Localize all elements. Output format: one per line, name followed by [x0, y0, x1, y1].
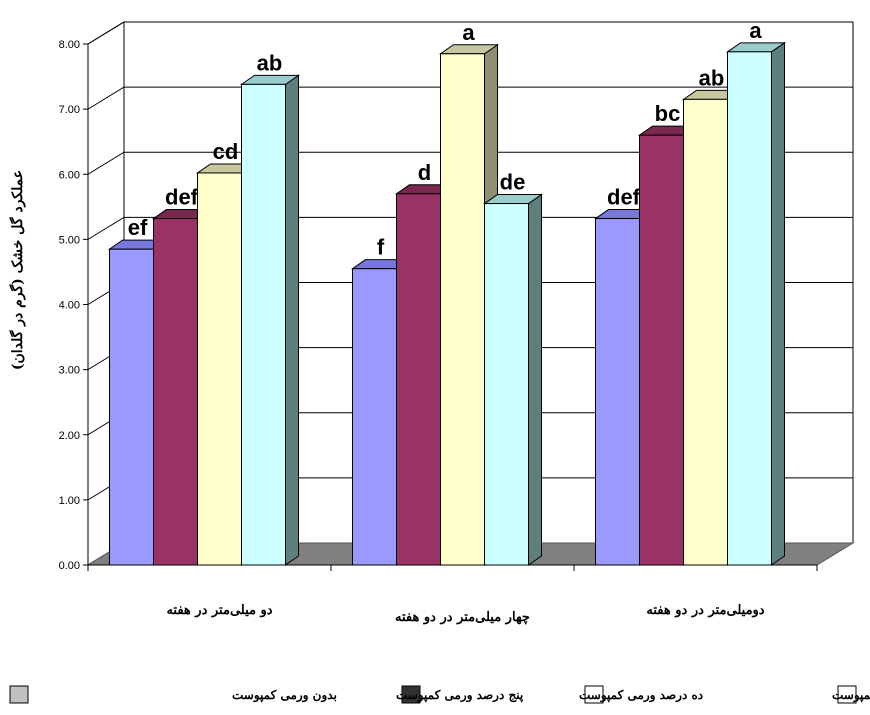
bar — [683, 98, 728, 566]
data-label: ab — [699, 65, 725, 90]
y-tick-label: 8.00 — [59, 39, 80, 51]
data-label: a — [462, 20, 475, 45]
legend-swatch — [9, 685, 29, 704]
y-tick-label: 2.00 — [59, 430, 80, 442]
chart-legend: پانزده درصد ورمی کمپوست ده درصد ورمی کمپو… — [9, 685, 870, 704]
y-tick-label: 7.00 — [59, 104, 80, 116]
chart-axes: 0.00 1.00 2.00 3.00 4.00 5.00 6.00 7.00 8.00 — [59, 39, 818, 572]
bar — [440, 53, 485, 566]
data-label: def — [607, 185, 641, 210]
bar — [241, 83, 286, 566]
data-label: bc — [655, 101, 681, 126]
data-label: def — [165, 185, 199, 210]
gridline — [87, 21, 853, 45]
legend-label: ده درصد ورمی کمپوست — [579, 688, 703, 703]
y-axis-title: عملکرد گل خشک (گرم در گلدان) — [9, 170, 26, 370]
bar — [639, 134, 684, 566]
bar — [153, 218, 198, 566]
legend-label: بدون ورمی کمپوست — [232, 688, 337, 703]
y-tick-label: 5.00 — [59, 234, 80, 246]
bar — [484, 203, 529, 566]
legend-swatch — [401, 685, 421, 704]
bar-side — [528, 193, 542, 566]
y-tick-label: 3.00 — [59, 365, 80, 377]
legend-swatch — [837, 685, 857, 704]
x-tick-label: دومیلی‌متر در دو هفته — [646, 603, 764, 618]
bar — [352, 268, 397, 566]
x-tick-label: دو میلی‌متر در هفته — [166, 603, 272, 618]
bar — [109, 248, 154, 566]
data-label: cd — [213, 139, 239, 164]
x-tick-label: چهار میلی‌متر در دو هفته — [395, 610, 530, 625]
y-tick-label: 0.00 — [59, 560, 80, 572]
gridline — [87, 151, 853, 175]
bar — [396, 193, 441, 566]
bar — [197, 172, 242, 566]
bar-side — [285, 74, 299, 566]
data-label: f — [377, 235, 385, 260]
bar-side — [771, 41, 785, 566]
gridline — [87, 86, 853, 110]
bar — [595, 218, 640, 566]
legend-swatch — [584, 685, 604, 704]
legend-label: پانزده درصد ورمی کمپوست — [832, 688, 870, 703]
data-label: de — [500, 170, 526, 195]
y-tick-label: 6.00 — [59, 169, 80, 181]
y-tick-label: 4.00 — [59, 300, 80, 312]
data-label: d — [418, 160, 431, 185]
y-tick-label: 1.00 — [59, 495, 80, 507]
data-label: a — [749, 18, 762, 43]
legend-label: پنج درصد ورمی کمپوست — [396, 688, 524, 703]
bar — [727, 51, 772, 566]
data-label: ef — [128, 215, 148, 240]
data-label: ab — [257, 50, 283, 75]
chart-bars — [107, 41, 787, 566]
chart-labels: دو میلی‌متر در هفته چهار میلی‌متر در دو ه… — [128, 18, 765, 625]
